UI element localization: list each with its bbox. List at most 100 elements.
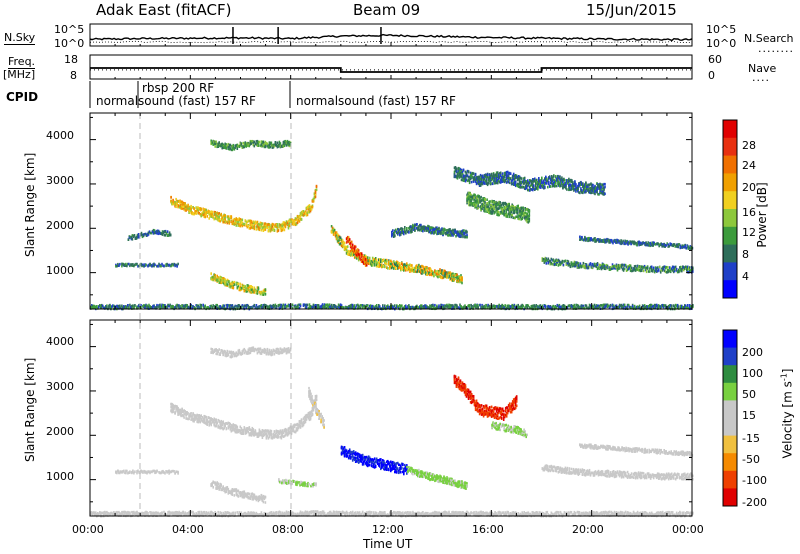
x-tick-1600: 16:00 xyxy=(472,523,504,536)
velocity-colorbar xyxy=(722,329,738,507)
echo-region xyxy=(308,386,325,429)
echo-region xyxy=(210,272,267,296)
date-label: 15/Jun/2015 xyxy=(586,1,677,19)
echo-region xyxy=(170,394,318,440)
echo-region xyxy=(170,184,318,233)
x-tick-2400: 00:00 xyxy=(672,523,704,536)
colorbar-segment xyxy=(723,120,737,139)
colorbar-segment xyxy=(723,191,737,210)
colorbar-frame xyxy=(722,329,738,507)
colorbar-segment xyxy=(723,365,737,384)
cpid-entry-1: normalsound (fast) 157 RF xyxy=(96,94,256,108)
cpid-entry-3: normalsound (fast) 157 RF xyxy=(296,94,456,108)
beam-label: Beam 09 xyxy=(353,1,421,19)
velocity-y-tick-3000: 3000 xyxy=(46,380,74,393)
echo-region xyxy=(127,228,172,241)
colorbar-segment xyxy=(723,244,737,263)
velocity-cb-tick-100: 100 xyxy=(742,367,763,380)
echo-region xyxy=(210,346,292,359)
nsearch-legend-dots: ········ xyxy=(758,45,794,58)
colorbar-segment xyxy=(723,470,737,489)
x-tick-1200: 12:00 xyxy=(372,523,404,536)
power-panel-frame xyxy=(89,112,693,310)
echo-region xyxy=(330,225,463,285)
freq-line xyxy=(90,67,692,73)
colorbar-segment xyxy=(723,137,737,157)
echo-region xyxy=(391,223,468,239)
velocity-y-tick-2000: 2000 xyxy=(46,425,74,438)
echo-region xyxy=(491,421,528,439)
colorbar-segment xyxy=(723,453,737,472)
echo-region xyxy=(115,262,179,268)
power-y-tick-2000: 2000 xyxy=(46,219,74,232)
power-cb-tick-20: 20 xyxy=(742,181,756,194)
nsearch-label: N.Search xyxy=(744,32,794,45)
colorbar-segment xyxy=(723,400,737,419)
freq-series xyxy=(90,67,692,73)
echo-region xyxy=(579,443,694,457)
echo-region xyxy=(466,191,531,224)
colorbar-segment xyxy=(723,347,737,366)
velocity-panel-frame xyxy=(89,319,693,517)
colorbar-segment xyxy=(723,488,737,507)
echo-region xyxy=(210,139,292,152)
velocity-cb-tick-50: 50 xyxy=(742,388,756,401)
velocity-y-tick-4000: 4000 xyxy=(46,335,74,348)
power-y-tick-3000: 3000 xyxy=(46,174,74,187)
power-cb-tick-8: 8 xyxy=(742,248,749,261)
echo-region xyxy=(453,374,518,421)
echo-region xyxy=(541,256,694,274)
echo-region xyxy=(340,445,408,476)
plot-title: Adak East (fitACF) xyxy=(96,1,232,19)
cpid-label: CPID xyxy=(6,90,39,104)
velocity-cb-tick-neg200: -200 xyxy=(742,496,767,509)
echo-region xyxy=(345,235,368,267)
echo-region xyxy=(210,480,267,504)
axis-ticks xyxy=(89,42,693,516)
echo-region xyxy=(90,303,694,311)
nave-tick-low: 0 xyxy=(708,69,715,82)
colorbar-segment xyxy=(723,280,737,299)
power-colorbar xyxy=(722,119,738,299)
power-cb-tick-28: 28 xyxy=(742,139,756,152)
velocity-cb-tick-neg15: -15 xyxy=(742,432,760,445)
freq-tick-high: 18 xyxy=(64,53,78,66)
noise-tick-low-right: 10^0 xyxy=(706,37,737,50)
echo-region xyxy=(579,235,694,250)
echo-region xyxy=(278,478,317,488)
cpid-entry-2: rbsp 200 RF xyxy=(142,81,215,95)
velocity-cb-tick-neg100: -100 xyxy=(742,474,767,487)
x-tick-2000: 20:00 xyxy=(572,523,604,536)
noise-tick-low-left: 10^0 xyxy=(54,37,85,50)
colorbar-segment xyxy=(723,155,737,174)
nave-legend-dots: ···· xyxy=(752,74,770,87)
velocity-cb-tick-200: 200 xyxy=(742,346,763,359)
velocity-heatmap xyxy=(90,346,694,518)
power-cb-tick-12: 12 xyxy=(742,226,756,239)
nsky-line xyxy=(89,33,693,42)
nave-label: Nave xyxy=(748,62,777,75)
colorbar-frame xyxy=(722,119,738,299)
colorbar-segment xyxy=(723,435,737,454)
velocity-y-tick-1000: 1000 xyxy=(46,470,74,483)
colorbar-segment xyxy=(723,418,737,437)
x-tick-0000: 00:00 xyxy=(72,523,104,536)
colorbar-segment xyxy=(723,262,737,281)
x-tick-0400: 04:00 xyxy=(172,523,204,536)
echo-region xyxy=(453,166,606,196)
power-cb-tick-24: 24 xyxy=(742,159,756,172)
colorbar-segment xyxy=(723,330,737,349)
echo-region xyxy=(541,464,694,481)
velocity-cb-tick-neg50: -50 xyxy=(742,453,760,466)
echo-region xyxy=(406,465,468,490)
freq-unit-label: [MHz] xyxy=(3,68,36,81)
noise-series xyxy=(89,27,693,44)
x-axis-label: Time UT xyxy=(363,537,413,551)
colorbar-segment xyxy=(723,382,737,401)
freq-tick-low: 8 xyxy=(70,69,77,82)
noise-tick-high-left: 10^5 xyxy=(54,23,85,36)
power-y-tick-4000: 4000 xyxy=(46,129,74,142)
colorbar-segment xyxy=(723,173,737,192)
colorbar-segment xyxy=(723,209,737,228)
